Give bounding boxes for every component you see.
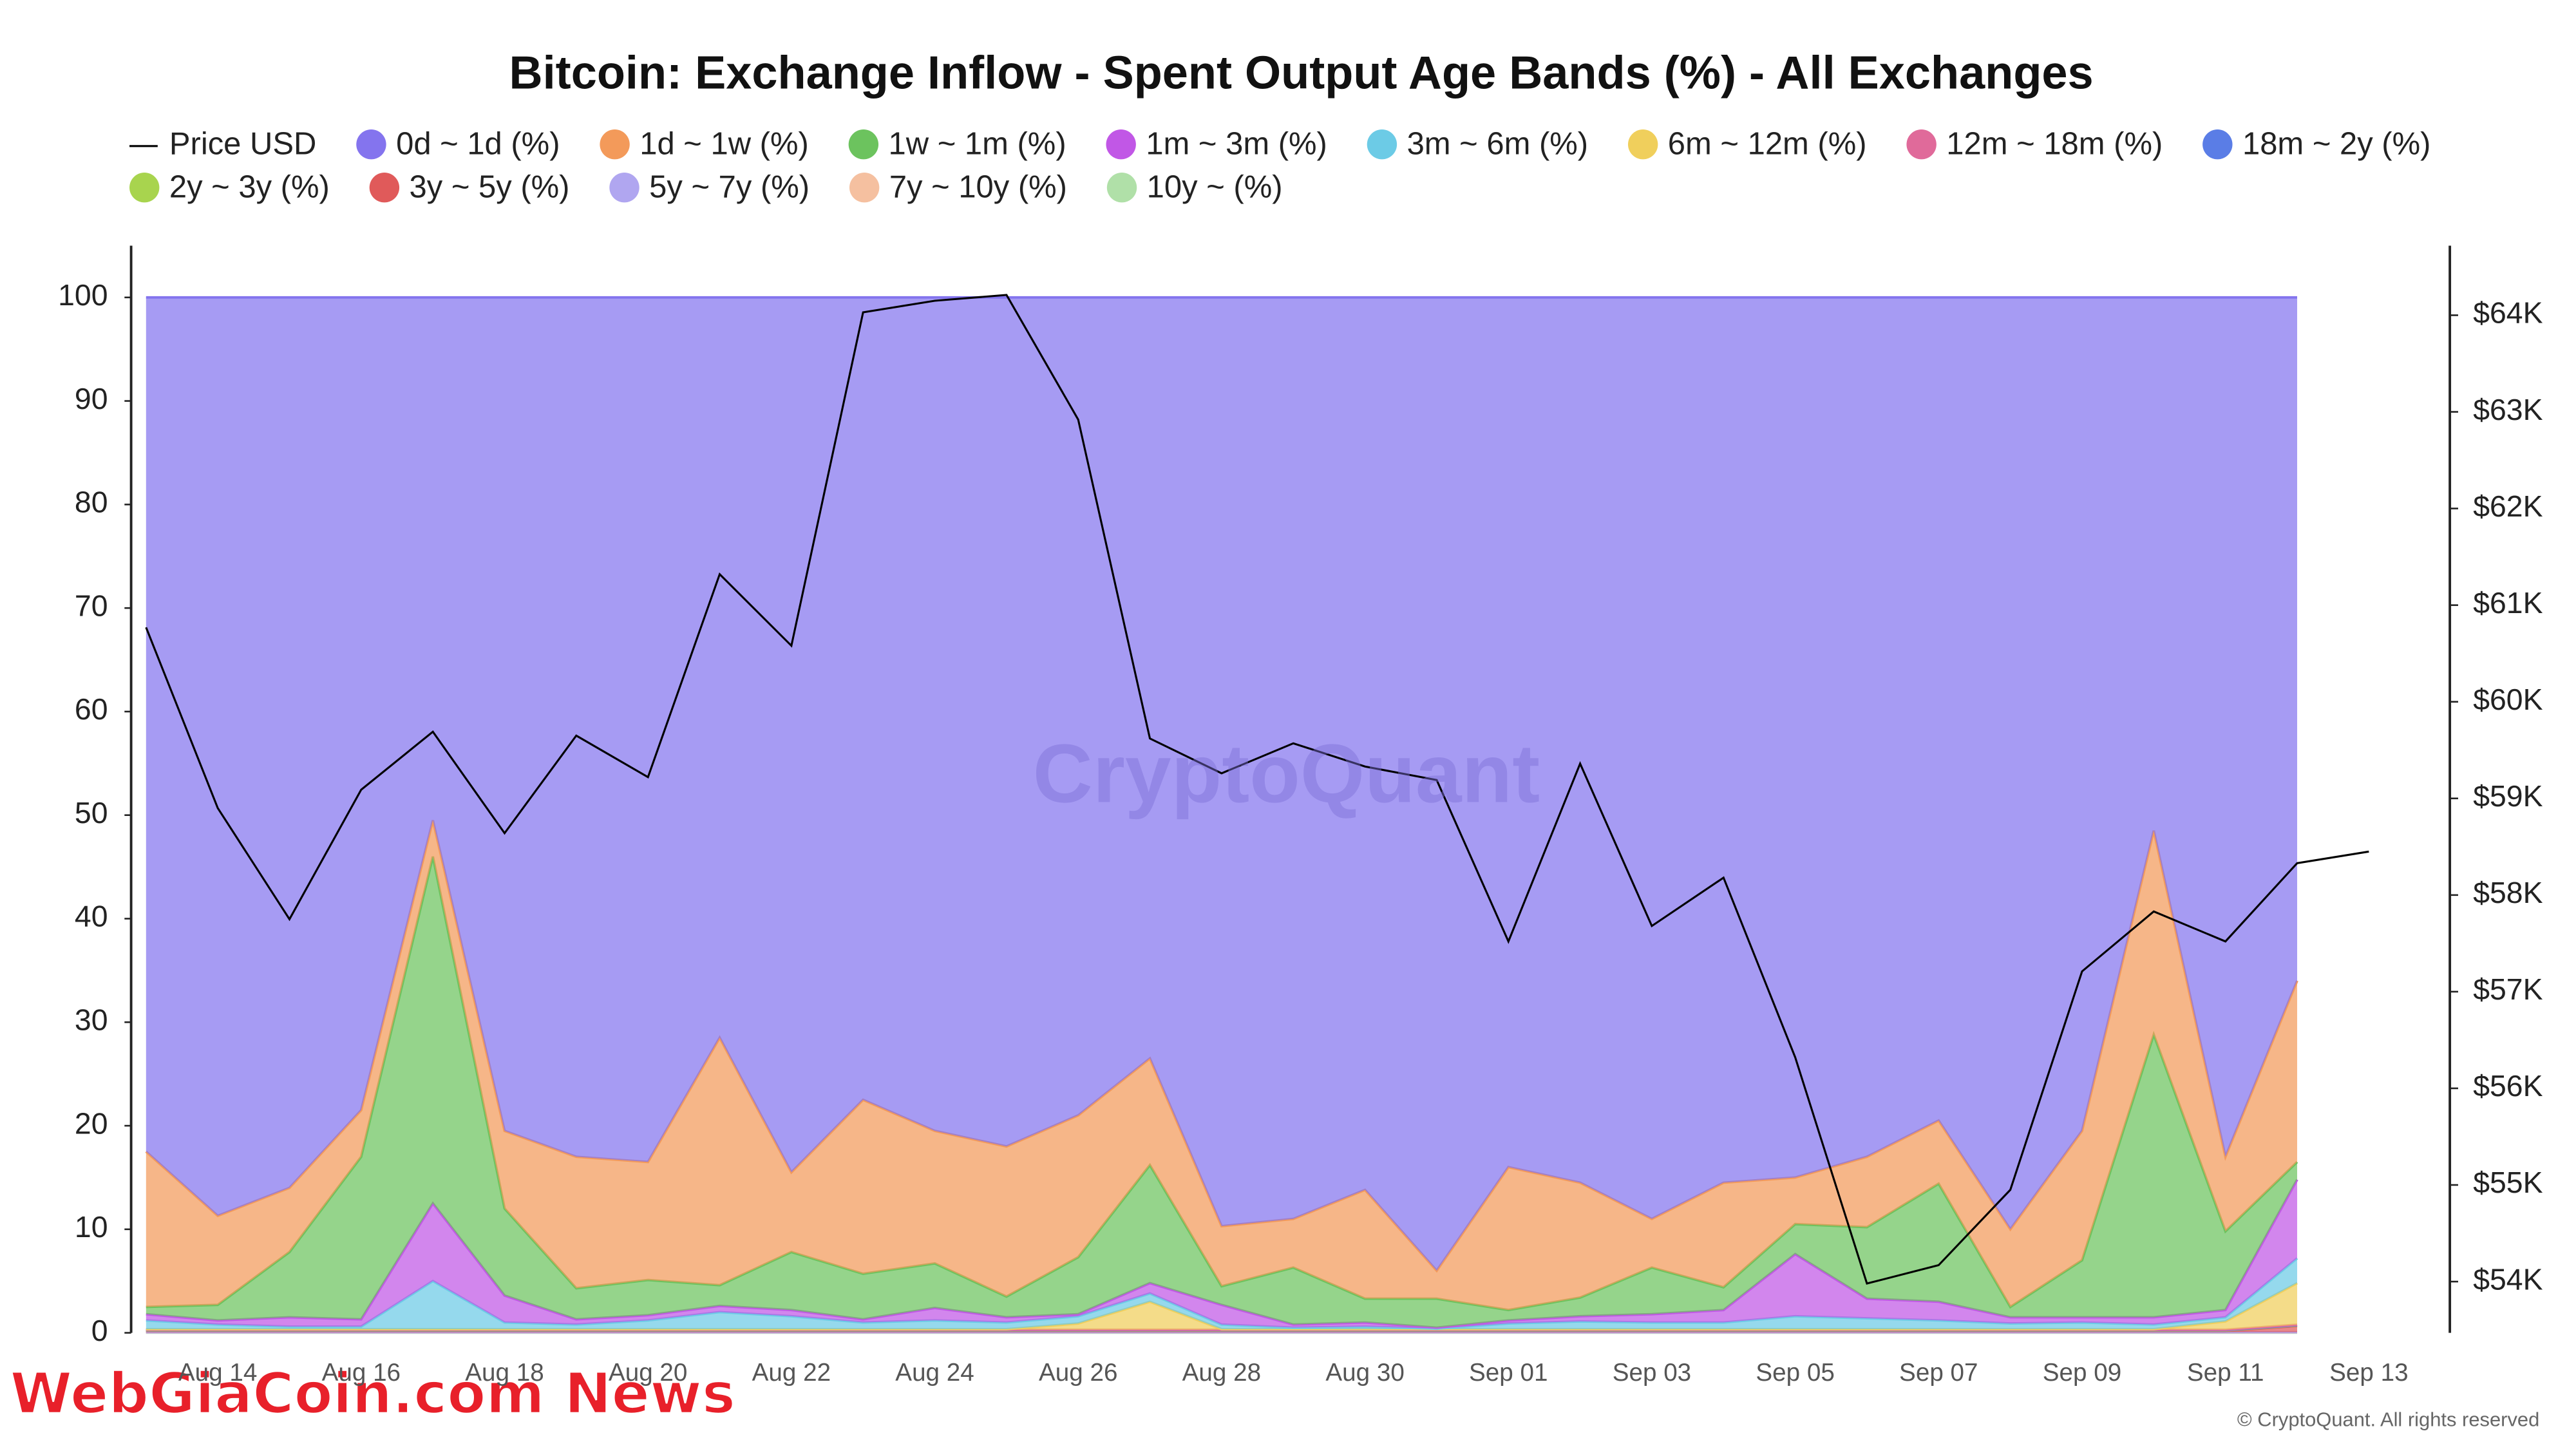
x-tick-label: Aug 28 [1182,1359,1261,1387]
legend-item: 7y ~ 10y (%) [849,170,1067,205]
x-tick-label: Sep 11 [2187,1359,2264,1387]
legend-item: Price USD [129,127,316,162]
x-tick-label: Aug 22 [752,1359,831,1387]
legend-label: 2y ~ 3y (%) [169,170,330,205]
legend-item: 10y ~ (%) [1106,170,1283,205]
y2-tick-label: $61K [2473,586,2543,620]
y-tick-label: 80 [75,486,108,519]
legend-label: Price USD [169,127,317,162]
legend-symbol [369,173,400,203]
y-tick-label: 100 [58,278,108,312]
y2-tick-label: $62K [2473,489,2543,523]
watermark: CryptoQuant [1033,727,1540,820]
legend-item: 1w ~ 1m (%) [848,127,1066,162]
legend-item: 3y ~ 5y (%) [369,170,570,205]
y2-tick-label: $64K [2473,296,2543,330]
legend-label: 6m ~ 12m (%) [1668,127,1867,162]
legend-item: 12m ~ 18m (%) [1906,127,2163,162]
legend-symbol [356,129,386,160]
y-tick-label: 20 [75,1106,108,1140]
legend-label: 7y ~ 10y (%) [889,170,1067,205]
plot-area [145,294,2369,1334]
y2-tick-label: $59K [2473,779,2543,813]
area [146,297,2298,1271]
y2-tick-label: $55K [2473,1166,2543,1199]
legend-item: 18m ~ 2y (%) [2202,127,2430,162]
x-tick-label: Aug 16 [322,1359,401,1387]
legend-label: 1d ~ 1w (%) [639,127,809,162]
legend-symbol [609,173,639,203]
legend-label: 12m ~ 18m (%) [1946,127,2163,162]
legend-item: 6m ~ 12m (%) [1627,127,1867,162]
x-tick-label: Aug 18 [465,1359,544,1387]
area [146,1179,2298,1329]
legend-item: 0d ~ 1d (%) [356,127,560,162]
legend-symbol [849,173,880,203]
x-tick-label: Aug 26 [1039,1359,1117,1387]
legend-symbol [848,129,879,160]
y-tick-label: 50 [75,796,108,829]
y-tick-label: 10 [75,1210,108,1244]
legend-symbol [1106,173,1137,203]
area [146,857,2298,1328]
y2-tick-label: $60K [2473,683,2543,716]
y-tick-label: 90 [75,382,108,415]
legend-symbol [1367,129,1397,160]
legend-symbol [600,129,630,160]
y2-tick-label: $58K [2473,876,2543,909]
legend-label: 0d ~ 1d (%) [396,127,560,162]
y2-tick-label: $54K [2473,1262,2543,1296]
x-tick-label: Sep 05 [1756,1359,1834,1387]
y-tick-label: 0 [91,1314,108,1347]
x-tick-label: Sep 03 [1613,1359,1691,1387]
y-tick-label: 60 [75,692,108,726]
legend-item: 1d ~ 1w (%) [600,127,809,162]
x-tick-label: Sep 13 [2329,1359,2408,1387]
y2-tick-label: $57K [2473,972,2543,1006]
credit: © CryptoQuant. All rights reserved [2237,1408,2539,1430]
x-tick-label: Aug 24 [895,1359,974,1387]
legend-label: 18m ~ 2y (%) [2242,127,2430,162]
area [146,820,2298,1311]
chart-title: Bitcoin: Exchange Inflow - Spent Output … [509,48,2094,99]
legend-label: 3y ~ 5y (%) [410,170,570,205]
legend-item: 3m ~ 6m (%) [1367,127,1588,162]
x-tick-label: Aug 20 [609,1359,687,1387]
legend-symbol [1106,129,1136,160]
y-tick-label: 70 [75,589,108,622]
legend-label: 10y ~ (%) [1147,170,1283,205]
legend-item: 1m ~ 3m (%) [1106,127,1327,162]
x-tick-label: Aug 30 [1325,1359,1404,1387]
y-tick-label: 30 [75,1003,108,1037]
y-tick-label: 40 [75,900,108,933]
x-tick-label: Aug 14 [178,1359,257,1387]
x-tick-label: Sep 09 [2043,1359,2121,1387]
price-line [145,294,2369,1285]
legend-symbol [1906,129,1937,160]
legend-symbol [2202,129,2233,160]
legend-label: 1m ~ 3m (%) [1146,127,1327,162]
x-tick-label: Sep 01 [1469,1359,1548,1387]
y2-tick-label: $63K [2473,393,2543,426]
x-tick-label: Sep 07 [1899,1359,1978,1387]
y2-tick-label: $56K [2473,1069,2543,1103]
overlay-text: WebGiaCoin.com News [10,1361,735,1426]
legend-symbol [129,173,160,203]
legend-label: 1w ~ 1m (%) [889,127,1066,162]
legend-label: 3m ~ 6m (%) [1407,127,1589,162]
legend-label: 5y ~ 7y (%) [649,170,810,205]
legend-item: 2y ~ 3y (%) [129,170,330,205]
legend-item: 5y ~ 7y (%) [609,170,810,205]
legend-symbol [1627,129,1658,160]
